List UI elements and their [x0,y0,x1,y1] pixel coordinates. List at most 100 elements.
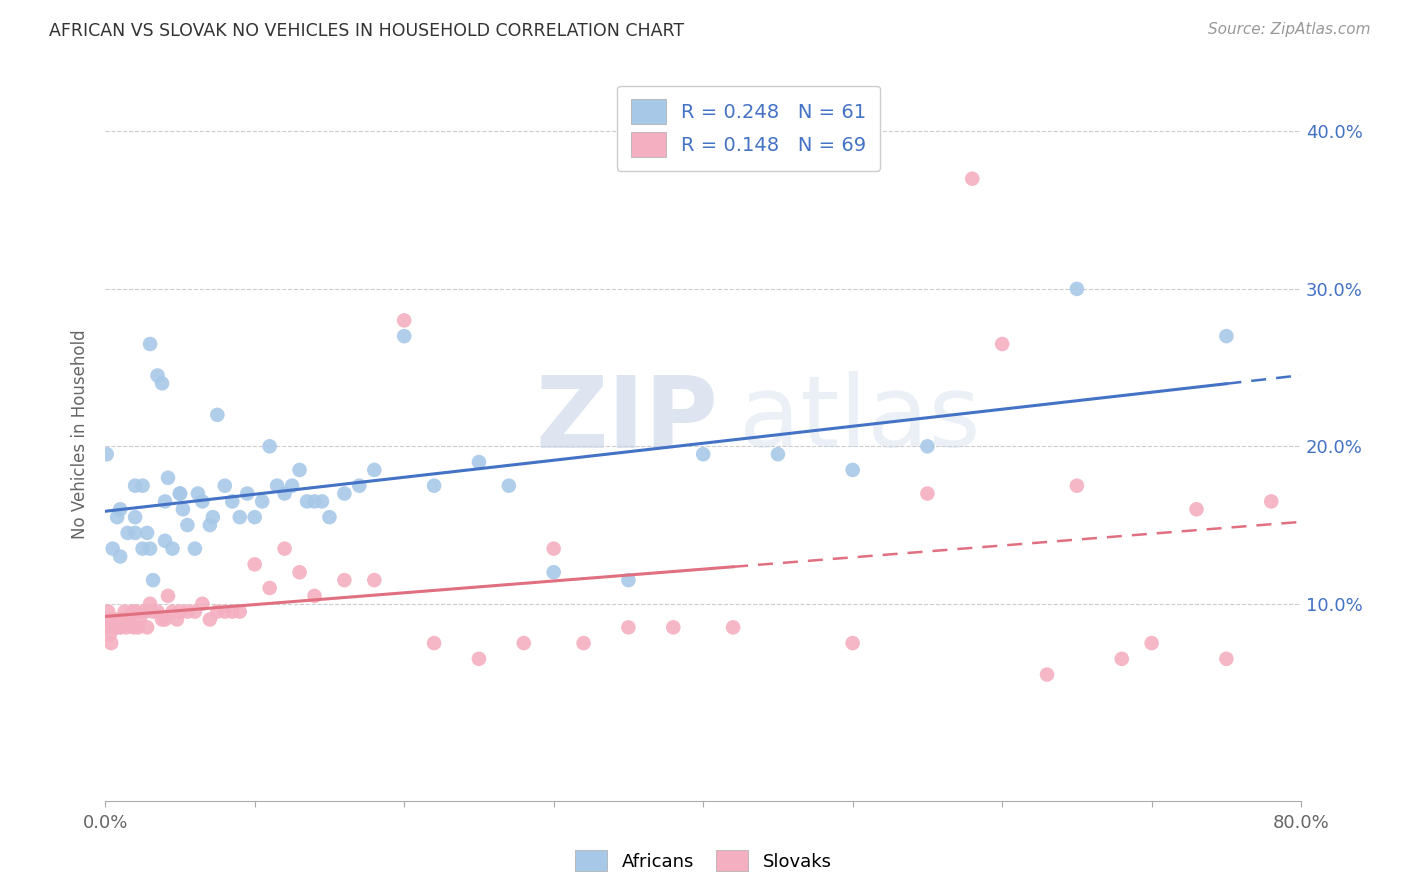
Point [108,612,131,626]
Point [662,620,685,634]
Point [117,525,139,540]
Point [543,566,565,580]
Point [150,376,173,391]
Point [617,620,640,634]
Point [115,620,138,634]
Point [423,478,446,492]
Point [221,605,243,619]
Point [117,612,139,626]
Point [304,494,326,508]
Point [107,620,129,634]
Point [108,549,131,564]
Point [139,541,162,556]
Point [142,605,165,619]
Point [131,478,153,492]
Point [259,581,281,595]
Point [124,478,146,492]
Point [176,518,198,533]
Point [295,494,318,508]
Point [122,620,145,634]
Point [118,612,141,626]
Text: AFRICAN VS SLOVAK NO VEHICLES IN HOUSEHOLD CORRELATION CHART: AFRICAN VS SLOVAK NO VEHICLES IN HOUSEHO… [49,22,685,40]
Point [198,518,221,533]
Point [423,636,446,650]
Point [156,589,179,603]
Point [176,605,198,619]
Point [124,510,146,524]
Point [162,541,184,556]
Point [259,439,281,453]
Point [169,605,191,619]
Point [333,573,356,587]
Y-axis label: No Vehicles in Household: No Vehicles in Household [72,330,89,540]
Point [468,455,491,469]
Point [692,447,714,461]
Point [236,486,259,500]
Point [991,337,1014,351]
Point [221,494,243,508]
Point [288,463,311,477]
Point [962,171,984,186]
Point [166,612,188,626]
Point [108,620,131,634]
Point [243,558,266,572]
Point [468,652,491,666]
Point [1260,494,1282,508]
Point [841,636,863,650]
Point [917,439,939,453]
Point [101,541,124,556]
Point [169,486,191,500]
Point [250,494,273,508]
Point [153,533,176,548]
Point [207,408,229,422]
Point [146,368,169,383]
Point [243,510,266,524]
Point [131,541,153,556]
Point [187,486,209,500]
Point [1066,478,1088,492]
Point [917,486,939,500]
Point [214,478,236,492]
Point [136,525,159,540]
Point [191,597,214,611]
Point [156,471,179,485]
Point [1140,636,1163,650]
Point [184,541,207,556]
Point [333,486,356,500]
Point [103,620,125,634]
Point [104,620,127,634]
Point [318,510,340,524]
Point [207,605,229,619]
Point [124,605,146,619]
Point [169,486,191,500]
Point [392,313,415,327]
Point [304,589,326,603]
Point [766,447,789,461]
Point [105,510,128,524]
Point [153,494,176,508]
Point [96,612,118,626]
Point [214,605,236,619]
Point [131,605,153,619]
Point [100,636,122,650]
Point [153,612,176,626]
Point [142,573,165,587]
Point [97,605,120,619]
Point [392,329,415,343]
Point [98,628,121,642]
Point [1036,667,1059,681]
Point [229,510,252,524]
Point [1215,329,1237,343]
Point [841,463,863,477]
Point [498,478,520,492]
Point [121,605,143,619]
Point [128,612,150,626]
Point [1066,282,1088,296]
Point [363,463,385,477]
Text: atlas: atlas [740,371,980,468]
Point [101,612,124,626]
Point [139,597,162,611]
Point [1215,652,1237,666]
Point [513,636,536,650]
Point [288,566,311,580]
